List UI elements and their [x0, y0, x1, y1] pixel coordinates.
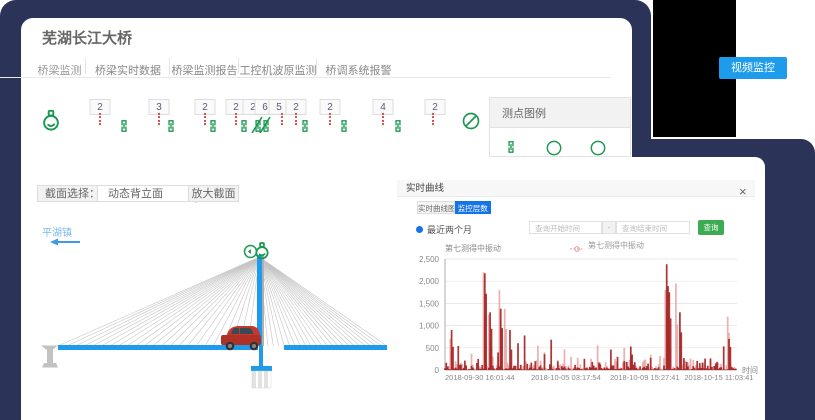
svg-text:1,500: 1,500: [419, 299, 440, 308]
svg-text:2,000: 2,000: [419, 277, 440, 286]
svg-text:2018-10-09 15:27:41: 2018-10-09 15:27:41: [610, 373, 680, 382]
svg-text:2018-09-30 16:01:44: 2018-09-30 16:01:44: [445, 373, 515, 382]
svg-text:第七测得中振动: 第七测得中振动: [445, 243, 501, 253]
svg-text:2018-10-05 03:17:54: 2018-10-05 03:17:54: [531, 373, 601, 382]
svg-text:2,500: 2,500: [419, 255, 440, 264]
svg-text:0: 0: [435, 366, 440, 375]
svg-text:时间: 时间: [742, 365, 758, 375]
svg-text:1,000: 1,000: [419, 322, 440, 331]
svg-text:500: 500: [426, 344, 440, 353]
